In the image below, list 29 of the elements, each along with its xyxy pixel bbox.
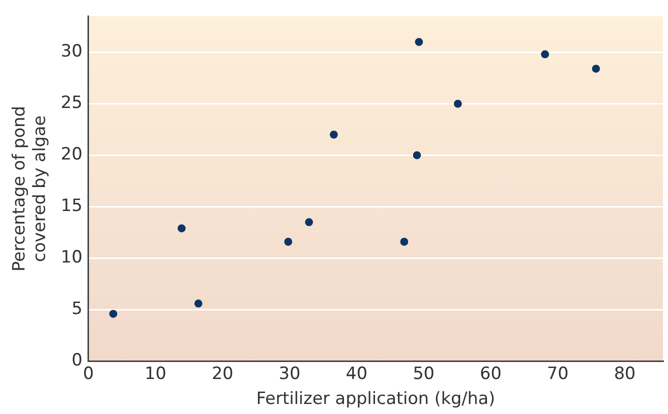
- point: [194, 300, 202, 308]
- point: [305, 218, 314, 226]
- point: [454, 100, 462, 108]
- y-axis-title: Percentage of pond covered by algae: [10, 106, 50, 272]
- x-axis-title: Fertilizer application (kg/ha): [256, 389, 496, 410]
- y-tick-label: 15: [60, 196, 82, 216]
- y-tick-label: 5: [72, 299, 82, 320]
- x-tick-label: 50: [412, 364, 434, 384]
- point: [541, 50, 550, 58]
- point: [400, 238, 408, 246]
- point: [412, 151, 421, 160]
- y-tick-label: 0: [72, 350, 82, 371]
- y-tick-label: 30: [60, 42, 82, 62]
- x-tick-label: 20: [212, 364, 234, 384]
- point: [592, 64, 600, 73]
- x-tick-label: 70: [546, 364, 569, 384]
- point: [178, 224, 186, 232]
- x-tick-label: 10: [144, 364, 166, 384]
- y-tick-label: 20: [60, 144, 82, 165]
- y-tick-label: 25: [60, 93, 82, 114]
- x-tick-label: 30: [278, 364, 300, 384]
- point: [284, 238, 292, 246]
- x-tick-label: 40: [346, 364, 368, 384]
- x-tick-label: 60: [480, 364, 502, 384]
- point: [330, 130, 338, 139]
- y-tick-label: 10: [60, 248, 82, 268]
- point: [414, 38, 423, 46]
- x-tick-label: 80: [614, 364, 636, 384]
- point: [109, 310, 118, 318]
